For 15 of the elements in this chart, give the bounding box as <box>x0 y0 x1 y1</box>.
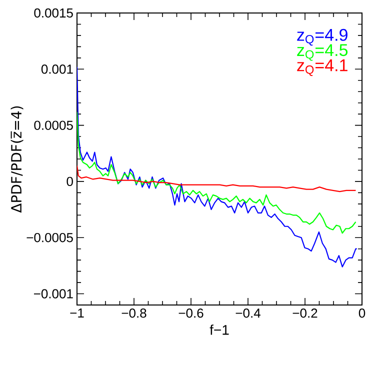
y-tick-label: 0.0005 <box>34 120 73 130</box>
y-axis-title: ΔPDF/PDF(z̅=4) <box>10 106 24 213</box>
y-tick-label: −0.001 <box>34 289 73 298</box>
y-tick-label: 0 <box>66 176 73 186</box>
x-tick-label: −0.4 <box>236 308 260 318</box>
x-tick-label: −0.6 <box>178 308 204 318</box>
x-axis-title: f−1 <box>210 324 229 335</box>
y-tick-label: 0.0015 <box>34 8 73 18</box>
x-tick-label: 0 <box>358 308 366 318</box>
line-series <box>77 111 356 234</box>
x-tick-label: −0.2 <box>292 308 318 318</box>
x-tick-label: −1 <box>70 308 84 318</box>
y-tick-label: −0.0005 <box>26 233 73 242</box>
y-tick-label: 0.001 <box>41 64 73 74</box>
x-tick-label: −0.8 <box>122 308 146 318</box>
